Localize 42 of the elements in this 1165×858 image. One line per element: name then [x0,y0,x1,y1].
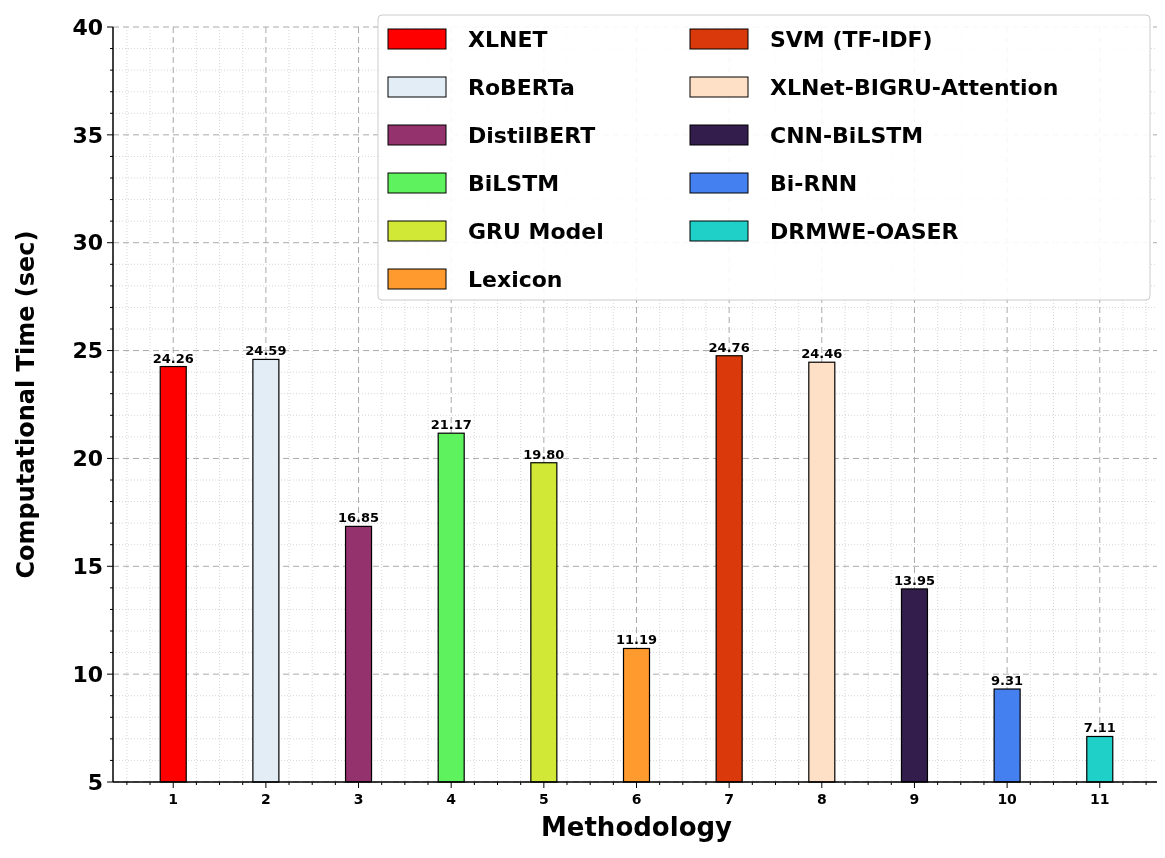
legend-label: CNN-BiLSTM [770,122,924,148]
legend-label: Lexicon [468,266,563,292]
x-tick-label: 10 [997,791,1018,807]
y-tick-label: 40 [72,14,103,40]
data-label: 7.11 [1083,720,1116,736]
x-tick-label: 8 [816,791,827,807]
legend-label: DistilBERT [468,122,596,148]
legend-label: RoBERTa [468,74,575,100]
x-tick-label: 3 [353,791,364,807]
legend-label: BiLSTM [468,170,560,196]
y-tick-label: 35 [72,122,103,148]
data-label: 11.19 [615,632,658,648]
x-tick-label: 11 [1090,791,1110,807]
data-label: 9.31 [991,673,1024,689]
data-label: 24.76 [708,339,750,355]
x-tick-label: 2 [261,791,271,807]
legend-label: GRU Model [468,218,604,244]
legend-label: XLNet-BIGRU-Attention [770,74,1059,100]
x-tick-label: 5 [538,791,549,807]
legend-label: XLNET [468,26,548,52]
data-label: 21.17 [430,417,472,433]
y-tick-label: 25 [72,338,103,364]
y-tick-label: 15 [72,553,103,579]
y-tick-label: 20 [72,446,103,472]
legend-label: DRMWE-OASER [770,218,959,244]
x-tick-label: 9 [909,791,920,807]
x-tick-label: 6 [631,791,642,807]
x-tick-label: 1 [168,791,179,807]
data-label: 24.46 [801,346,843,362]
x-tick-label: 4 [446,791,457,807]
data-label: 16.85 [337,510,380,526]
data-label: 19.80 [523,446,565,462]
y-tick-label: 10 [72,661,103,687]
data-label: 13.95 [893,572,936,588]
y-tick-label: 30 [72,230,103,256]
legend-label: Bi-RNN [770,170,858,196]
legend-label: SVM (TF-IDF) [770,26,933,52]
y-axis-title: Computational Time (sec) [12,230,40,579]
x-tick-label: 7 [724,791,735,807]
x-axis-title: Methodology [540,812,733,842]
data-label: 24.59 [245,343,287,359]
data-label: 24.26 [152,350,194,366]
